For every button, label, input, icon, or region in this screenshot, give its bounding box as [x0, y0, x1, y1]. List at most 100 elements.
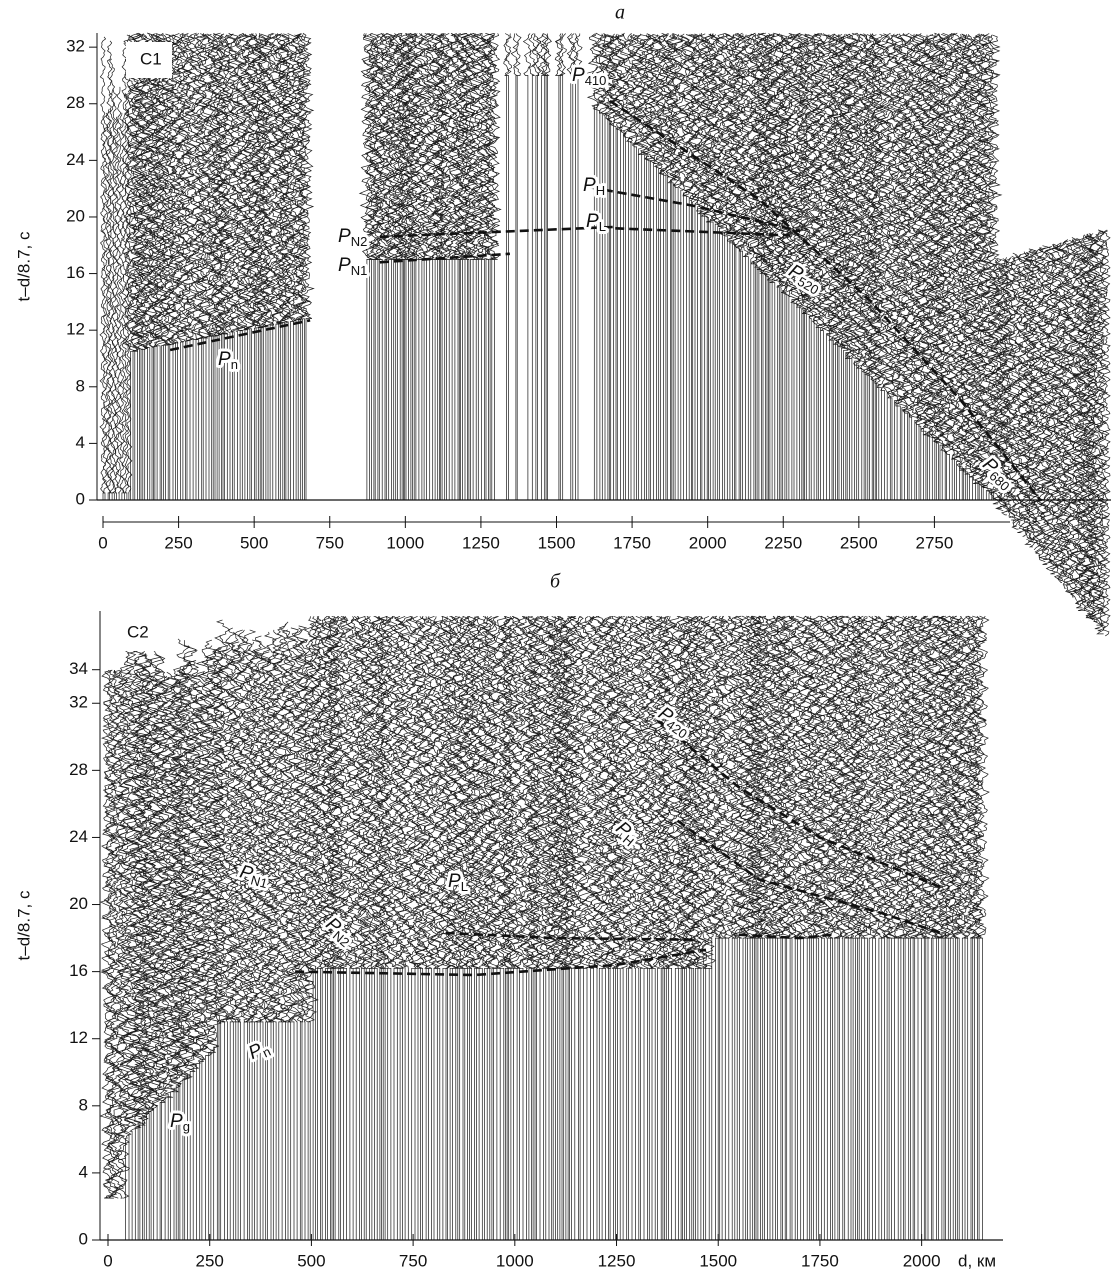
trace — [106, 670, 123, 1199]
trace — [965, 615, 983, 1240]
trace — [115, 660, 136, 1240]
trace — [983, 34, 1001, 500]
trace — [878, 32, 895, 500]
trace — [833, 33, 850, 500]
trace — [276, 34, 293, 500]
trace — [664, 33, 678, 500]
trace — [177, 640, 199, 1240]
trace — [857, 33, 875, 500]
trace — [314, 616, 331, 1240]
trace — [182, 34, 200, 500]
trace — [802, 616, 821, 1240]
trace — [113, 669, 133, 1199]
trace — [1010, 252, 1028, 530]
trace — [946, 32, 964, 500]
trace — [163, 671, 186, 1240]
trace — [1005, 254, 1023, 524]
trace — [687, 33, 702, 500]
trace — [677, 33, 696, 500]
phase-subscript: N1 — [351, 263, 368, 278]
trace — [486, 33, 502, 500]
trace — [1042, 244, 1060, 571]
trace — [963, 34, 981, 500]
trace — [483, 33, 501, 500]
trace — [297, 34, 315, 500]
x-tick-label: 1500 — [538, 533, 576, 552]
trace — [404, 33, 422, 500]
trace — [394, 615, 411, 1240]
trace — [700, 616, 719, 1240]
trace — [453, 33, 470, 500]
phase-subscript: 410 — [585, 73, 607, 88]
trace — [123, 92, 131, 500]
trace — [164, 33, 182, 500]
trace — [997, 258, 1014, 513]
y-tick-label: 12 — [66, 320, 85, 339]
trace — [571, 616, 589, 1240]
trace — [912, 616, 930, 1240]
trace — [215, 33, 232, 500]
trace — [950, 615, 968, 1240]
trace — [239, 629, 257, 1240]
trace — [747, 33, 766, 500]
trace — [1038, 246, 1056, 565]
travel-time-curve — [445, 931, 698, 942]
trace — [179, 645, 202, 1240]
trace — [683, 616, 700, 1240]
trace — [547, 616, 564, 1240]
trace — [389, 33, 406, 500]
trace — [329, 615, 346, 1240]
trace — [591, 33, 607, 500]
trace — [139, 663, 159, 1240]
trace — [455, 616, 474, 1240]
trace — [936, 615, 955, 1240]
trace — [262, 631, 280, 1240]
trace — [288, 627, 306, 1240]
trace — [549, 615, 567, 1240]
trace — [373, 616, 390, 1240]
trace — [727, 34, 744, 500]
trace — [231, 629, 249, 1240]
trace — [554, 33, 563, 500]
trace — [395, 33, 413, 500]
trace — [362, 33, 381, 500]
trace — [642, 34, 658, 500]
phase-subscript: L — [599, 219, 606, 234]
trace — [536, 33, 547, 500]
trace — [693, 615, 710, 1240]
trace — [414, 616, 431, 1240]
phase-letter: P — [170, 1111, 183, 1132]
trace — [561, 615, 578, 1240]
trace — [403, 616, 420, 1240]
trace — [362, 33, 379, 500]
trace — [1074, 235, 1092, 609]
trace — [499, 616, 515, 1240]
y-tick-label: 32 — [69, 693, 88, 712]
trace — [110, 88, 118, 500]
x-tick-label: 250 — [164, 533, 192, 552]
trace — [656, 616, 672, 1240]
trace — [502, 615, 519, 1240]
y-tick-label: 12 — [69, 1028, 88, 1047]
trace — [713, 615, 731, 1240]
x-tick-label: 1250 — [462, 533, 500, 552]
trace — [730, 33, 748, 500]
trace — [789, 615, 806, 1240]
y-tick-label: 20 — [66, 206, 85, 225]
phase-label: PH — [583, 175, 605, 198]
trace — [905, 615, 922, 1240]
trace — [984, 34, 1003, 500]
phase-letter: P — [572, 65, 585, 86]
trace — [1020, 251, 1037, 542]
trace — [571, 33, 581, 500]
phase-subscript: L — [461, 879, 468, 894]
trace — [1081, 233, 1100, 619]
y-tick-label: 4 — [79, 1162, 88, 1181]
trace — [980, 34, 999, 500]
trace — [454, 33, 471, 500]
trace — [102, 669, 120, 1199]
trace — [195, 645, 216, 1240]
trace — [369, 616, 387, 1240]
trace — [591, 34, 607, 500]
trace — [672, 34, 689, 500]
